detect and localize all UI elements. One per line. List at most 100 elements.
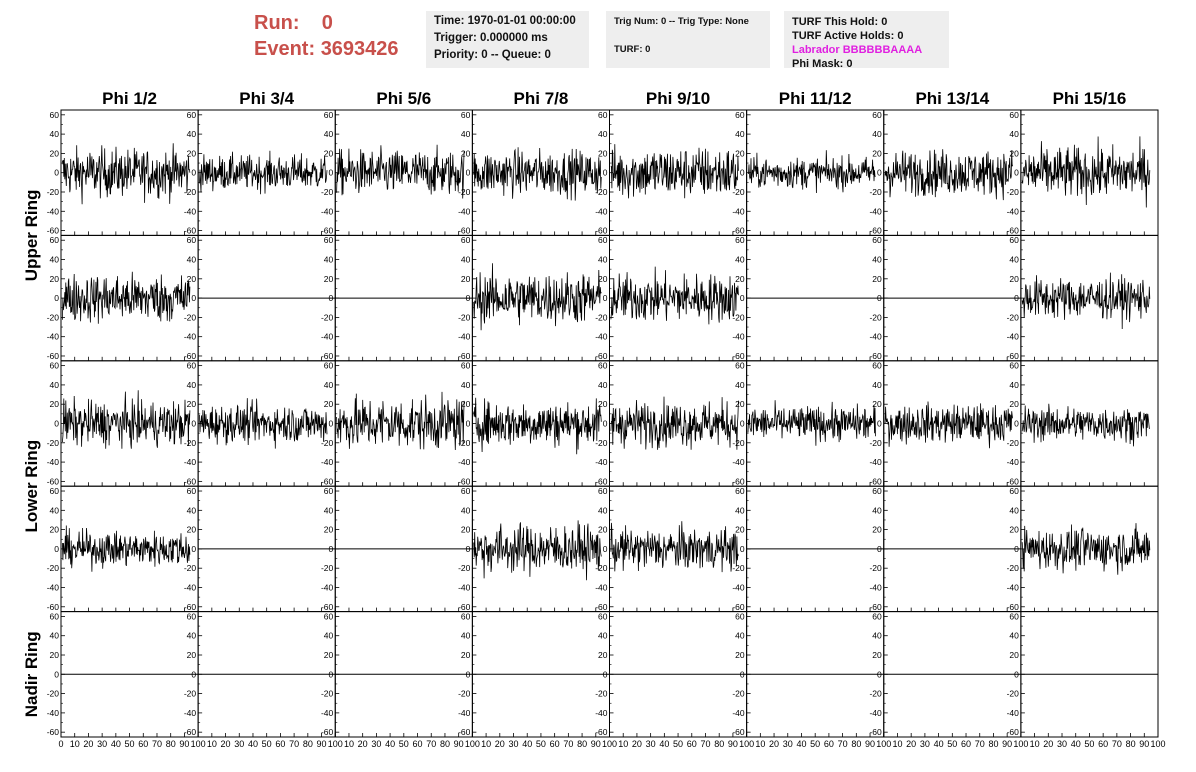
- x-tick-label: 70: [152, 739, 162, 749]
- y-tick-label: 20: [461, 525, 471, 535]
- y-tick-label: 40: [872, 631, 882, 641]
- y-tick-label: -40: [184, 206, 197, 216]
- x-tick-label: 20: [83, 739, 93, 749]
- column-title: Phi 7/8: [514, 89, 569, 108]
- y-tick-label: 40: [872, 129, 882, 139]
- x-tick-label: 30: [509, 739, 519, 749]
- y-tick-label: 40: [1009, 505, 1019, 515]
- y-tick-label: -60: [869, 476, 882, 486]
- y-tick-label: -60: [321, 727, 334, 737]
- y-tick-label: 60: [187, 486, 197, 496]
- x-tick-label: 50: [1084, 739, 1094, 749]
- y-tick-label: 60: [187, 235, 197, 245]
- y-tick-label: 40: [735, 631, 745, 641]
- y-tick-label: 0: [1014, 168, 1019, 178]
- y-tick-label: 40: [461, 129, 471, 139]
- y-tick-label: 0: [466, 544, 471, 554]
- y-tick-label: -40: [869, 708, 882, 718]
- y-tick-label: 60: [1009, 611, 1019, 621]
- y-tick-label: -40: [47, 206, 60, 216]
- y-tick-label: -20: [732, 689, 745, 699]
- y-tick-label: 40: [461, 505, 471, 515]
- y-tick-label: 20: [598, 274, 608, 284]
- y-tick-label: 0: [1014, 669, 1019, 679]
- y-tick-label: 60: [461, 110, 471, 120]
- y-tick-label: -40: [1007, 708, 1020, 718]
- y-tick-label: 40: [324, 505, 334, 515]
- y-tick-label: 60: [324, 110, 334, 120]
- y-tick-label: 60: [187, 361, 197, 371]
- y-tick-label: 40: [461, 255, 471, 265]
- y-tick-label: 60: [872, 486, 882, 496]
- x-tick-label: 50: [399, 739, 409, 749]
- x-tick-label: 100: [1150, 739, 1165, 749]
- y-tick-label: -20: [1007, 312, 1020, 322]
- y-tick-label: -40: [184, 582, 197, 592]
- x-tick-label: 50: [947, 739, 957, 749]
- y-tick-label: 0: [329, 293, 334, 303]
- y-tick-label: 20: [50, 525, 60, 535]
- x-tick-label: 30: [646, 739, 656, 749]
- y-tick-label: -20: [595, 438, 608, 448]
- y-tick-label: 20: [187, 525, 197, 535]
- trigger-text: Trigger: 0.000000 ms: [434, 32, 548, 44]
- x-tick-label: 80: [577, 739, 587, 749]
- x-tick-label: 60: [138, 739, 148, 749]
- y-tick-label: -60: [184, 727, 197, 737]
- x-tick-label: 100: [739, 739, 754, 749]
- y-tick-label: -40: [458, 332, 471, 342]
- y-tick-label: 40: [598, 380, 608, 390]
- y-tick-label: -20: [869, 563, 882, 573]
- y-tick-label: 60: [324, 486, 334, 496]
- y-tick-label: 60: [872, 611, 882, 621]
- y-tick-label: -40: [458, 457, 471, 467]
- y-tick-label: 40: [598, 631, 608, 641]
- y-tick-label: -60: [184, 476, 197, 486]
- y-tick-label: -40: [732, 332, 745, 342]
- y-tick-label: 40: [872, 255, 882, 265]
- x-tick-label: 70: [563, 739, 573, 749]
- x-tick-label: 40: [111, 739, 121, 749]
- waveform-trace: [884, 401, 1013, 449]
- x-tick-label: 80: [303, 739, 313, 749]
- y-tick-label: 40: [324, 255, 334, 265]
- waveform-trace: [884, 149, 1013, 201]
- x-tick-label: 60: [961, 739, 971, 749]
- x-tick-label: 0: [58, 739, 63, 749]
- y-tick-label: 0: [1014, 544, 1019, 554]
- y-tick-label: -60: [321, 226, 334, 236]
- y-tick-label: -60: [869, 226, 882, 236]
- y-tick-label: -60: [47, 602, 60, 612]
- y-tick-label: 0: [603, 168, 608, 178]
- y-tick-label: 20: [1009, 399, 1019, 409]
- y-tick-label: 60: [324, 235, 334, 245]
- y-tick-label: -40: [321, 708, 334, 718]
- y-tick-label: -20: [1007, 689, 1020, 699]
- y-tick-label: 60: [598, 110, 608, 120]
- x-tick-label: 30: [234, 739, 244, 749]
- y-tick-label: -20: [321, 187, 334, 197]
- y-tick-label: -40: [869, 332, 882, 342]
- y-tick-label: 40: [324, 631, 334, 641]
- y-tick-label: -60: [732, 226, 745, 236]
- ring-label: Nadir Ring: [22, 631, 41, 717]
- y-tick-label: 60: [50, 611, 60, 621]
- x-tick-label: 30: [920, 739, 930, 749]
- y-tick-label: 60: [461, 486, 471, 496]
- y-tick-label: 20: [735, 274, 745, 284]
- y-tick-label: 20: [735, 525, 745, 535]
- y-tick-label: 60: [735, 486, 745, 496]
- y-tick-label: 20: [187, 148, 197, 158]
- y-tick-label: -60: [184, 602, 197, 612]
- y-tick-label: -60: [1007, 727, 1020, 737]
- y-tick-label: 60: [735, 110, 745, 120]
- waveform-trace: [62, 271, 191, 324]
- y-tick-label: 20: [50, 650, 60, 660]
- y-tick-label: 60: [50, 361, 60, 371]
- y-tick-label: -40: [595, 332, 608, 342]
- y-tick-label: -20: [1007, 563, 1020, 573]
- y-tick-label: 0: [740, 669, 745, 679]
- y-tick-label: 40: [187, 631, 197, 641]
- x-tick-label: 100: [191, 739, 206, 749]
